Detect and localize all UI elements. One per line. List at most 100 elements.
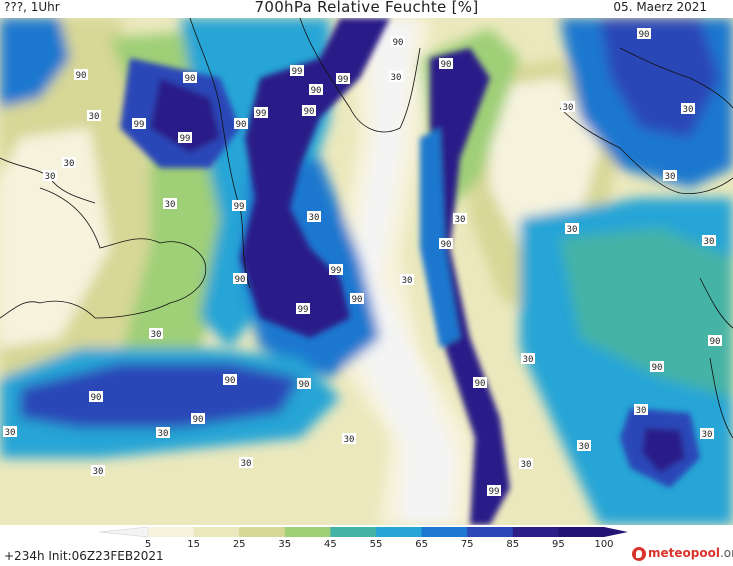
contour-label-text: 30 (45, 172, 56, 182)
contour-label: 90 (234, 118, 248, 130)
contour-label: 90 (309, 84, 323, 96)
contour-label-text: 30 (567, 225, 578, 235)
humidity-map[interactable]: 90 90 99 90 99 90 90 90 30 30 99 99 90 99 90 30 30 30 30 30… (0, 18, 733, 525)
contour-label-text: 99 (298, 305, 309, 315)
contour-label-text: 90 (475, 379, 486, 389)
contour-label-text: 30 (636, 406, 647, 416)
pin-icon (632, 547, 646, 561)
contour-label: 30 (62, 157, 76, 169)
contour-label-text: 99 (489, 487, 500, 497)
contour-label: 99 (336, 73, 350, 85)
contour-label: 90 (191, 413, 205, 425)
contour-label-text: 90 (441, 240, 452, 250)
contour-label: 30 (663, 170, 677, 182)
contour-label: 30 (681, 103, 695, 115)
contour-label: 90 (350, 293, 364, 305)
color-scale-bar (99, 526, 628, 538)
contour-label-text: 30 (165, 200, 176, 210)
band-pale-west (0, 128, 110, 348)
contour-label-text: 99 (256, 109, 267, 119)
map-header: ???, 1Uhr 700hPa Relative Feuchte [%] 05… (0, 0, 733, 18)
contour-label: 30 (91, 465, 105, 477)
contour-label-text: 99 (331, 266, 342, 276)
contour-label-text: 90 (652, 363, 663, 373)
contour-label: 30 (3, 426, 17, 438)
contour-label-text: 90 (236, 120, 247, 130)
contour-label-text: 90 (185, 74, 196, 84)
contour-label-text: 90 (225, 376, 236, 386)
contour-label-text: 90 (393, 38, 404, 48)
contour-label-text: 30 (391, 73, 402, 83)
scale-tick: 95 (552, 539, 565, 550)
contour-label-text: 90 (76, 71, 87, 81)
contour-label: 90 (89, 391, 103, 403)
scale-segment (512, 527, 559, 537)
contour-label-text: 90 (304, 107, 315, 117)
contour-label: 30 (634, 404, 648, 416)
valid-time-label: ???, 1Uhr (4, 0, 60, 14)
contour-label-text: 90 (299, 380, 310, 390)
scale-tick: 35 (278, 539, 292, 550)
contour-label-text: 30 (455, 215, 466, 225)
contour-label: 90 (302, 105, 316, 117)
coast-europe (699, 277, 733, 329)
contour-label: 30 (239, 457, 253, 469)
contour-label: 30 (389, 71, 403, 83)
scale-segment (330, 527, 377, 537)
scale-tick: 5 (144, 539, 152, 550)
contour-label-text: 30 (5, 428, 16, 438)
contour-label-text: 30 (241, 459, 252, 469)
contour-label: 30 (400, 274, 414, 286)
core-greenland-strait (240, 18, 390, 338)
coast-greenland-east (299, 18, 421, 133)
band-blue-northwest (0, 18, 70, 108)
map-title: 700hPa Relative Feuchte [%] (254, 0, 479, 16)
contour-label-text: 30 (402, 276, 413, 286)
contour-label-text: 90 (311, 86, 322, 96)
scale-segment (467, 527, 514, 537)
dry-core (355, 18, 455, 525)
scale-segment (421, 527, 468, 537)
scale-arrow-left (99, 526, 149, 538)
scale-tick: 55 (369, 539, 383, 550)
contour-label: 30 (43, 170, 57, 182)
contour-label-text: 30 (309, 213, 320, 223)
contour-label: 99 (132, 118, 146, 130)
contour-label: 90 (650, 361, 664, 373)
band-cyan-east (560, 228, 733, 398)
scale-tick: 100 (594, 539, 614, 550)
contour-label-text: 30 (523, 355, 534, 365)
field-layers (0, 18, 733, 525)
dry-corridor (330, 18, 470, 525)
contour-label-text: 99 (134, 120, 145, 130)
contour-label: 90 (183, 72, 197, 84)
contour-labels: 90 90 99 90 99 90 90 90 30 30 99 99 90 99 90 30 30 30 30 30… (3, 28, 722, 497)
contour-label-text: 99 (292, 67, 303, 77)
scale-tick: 15 (187, 539, 200, 550)
logo-text: meteopool.org (648, 546, 733, 560)
scale-tick: 75 (460, 539, 474, 550)
contour-label-text: 30 (683, 105, 694, 115)
contour-label: 30 (307, 211, 321, 223)
contour-label: 99 (329, 264, 343, 276)
contour-label: 90 (297, 378, 311, 390)
contour-label: 30 (702, 235, 716, 247)
scale-segment (239, 527, 286, 537)
scale-tick: 65 (415, 539, 428, 550)
scale-segment (376, 527, 423, 537)
band-pale-east (490, 78, 600, 248)
contour-label: 90 (74, 69, 88, 81)
contour-label-text: 90 (193, 415, 204, 425)
contour-label: 99 (296, 303, 310, 315)
scale-tick: 85 (506, 539, 520, 550)
contour-label: 90 (439, 238, 453, 250)
contour-label: 30 (565, 223, 579, 235)
contour-label: 30 (156, 427, 170, 439)
humidity-field: 90 90 99 90 99 90 90 90 30 30 99 99 90 99 90 30 30 30 30 30… (0, 18, 733, 525)
contour-label: 90 (708, 335, 722, 347)
contour-label: 90 (439, 58, 453, 70)
contour-label: 30 (163, 198, 177, 210)
contour-label-text: 30 (64, 159, 75, 169)
contour-label-text: 90 (710, 337, 721, 347)
scale-segment (193, 527, 240, 537)
